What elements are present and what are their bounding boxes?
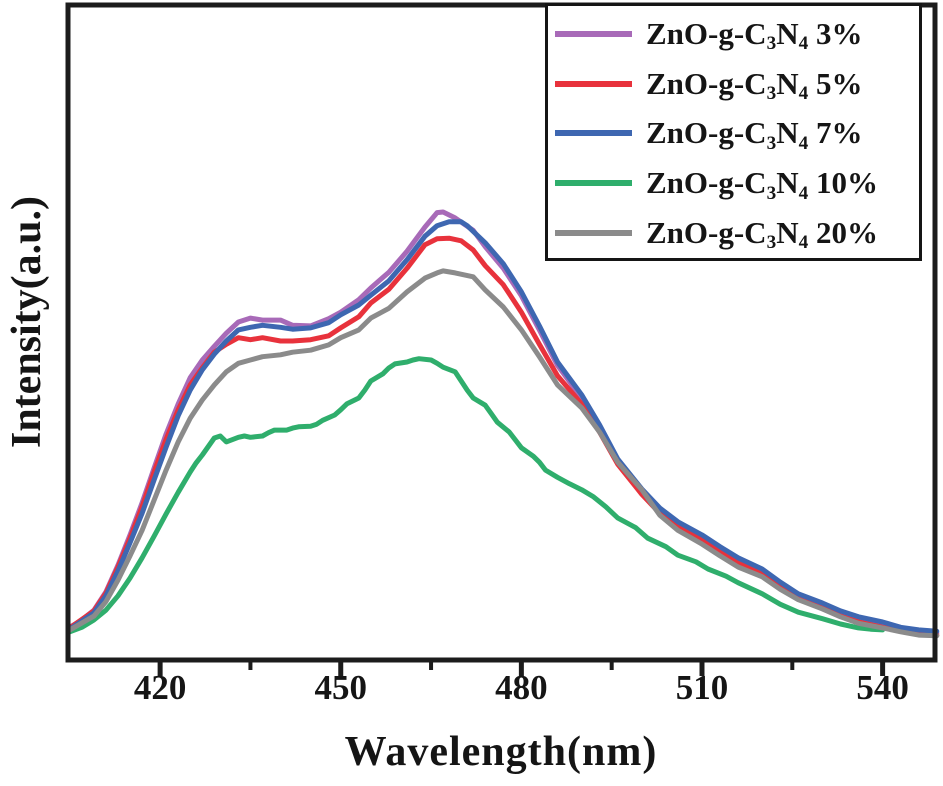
x-tick-label: 450 [314,668,367,707]
legend-line-swatch [555,180,632,187]
legend-item: ZnO-g-C3N4 20% [548,209,919,258]
legend-label-part: N [776,215,799,251]
legend-label-part: N [776,115,799,151]
legend-line-swatch [555,230,632,237]
legend-label-part: ZnO-g-C [646,115,767,151]
legend-item: ZnO-g-C3N4 5% [548,59,919,108]
legend-label-part: N [776,15,799,51]
legend-label-part: 7% [808,115,863,151]
series-line-zno-g-c3n4-5- [67,235,940,638]
x-tick-label: 420 [133,668,187,707]
legend-label-part: ZnO-g-C [646,165,767,201]
legend-label-part: 20% [808,215,878,251]
legend-label-part: 3 [766,232,777,254]
legend-label-part: 5% [808,65,863,101]
series-line-zno-g-c3n4-10- [67,356,886,635]
legend-label-part: 3 [766,132,777,154]
y-axis-label: Intensity(a.u.) [4,195,50,449]
legend-item: ZnO-g-C3N4 7% [548,109,919,158]
series-line-zno-g-c3n4-20- [67,268,940,639]
x-tick-label: 480 [495,668,548,707]
legend-item-label: ZnO-g-C3N4 7% [646,115,863,154]
legend-label-part: N [776,165,799,201]
legend-label-part: ZnO-g-C [646,15,767,51]
legend-item-label: ZnO-g-C3N4 5% [646,65,863,105]
legend-item: ZnO-g-C3N4 10% [548,159,919,208]
legend-label-part: 3% [808,15,863,51]
legend-item-label: ZnO-g-C3N4 10% [646,165,878,204]
legend-label-part: 3 [766,83,777,105]
legend-label-part: 3 [766,182,777,204]
series-line-zno-g-c3n4-3- [67,209,940,636]
legend-label-part: 4 [798,132,809,154]
plot-frame [65,2,938,663]
legend-label-part: 3 [766,33,777,55]
legend-label-part: ZnO-g-C [646,65,767,101]
x-tick-label: 510 [675,668,729,707]
legend-label-part: 4 [798,232,809,254]
x-tick-label: 540 [856,668,909,707]
legend-label-part: 4 [798,83,809,105]
legend-line-swatch [555,80,632,87]
legend-line-swatch [555,130,632,137]
legend-label-part: 4 [798,33,809,55]
legend-label-part: N [776,65,799,101]
series-line-zno-g-c3n4-7- [67,219,940,634]
legend-item: ZnO-g-C3N4 3% [548,9,919,58]
legend-label-part: 4 [798,182,809,204]
legend-item-label: ZnO-g-C3N4 20% [646,215,878,254]
legend-line-swatch [555,30,632,37]
legend-label-part: ZnO-g-C [646,215,767,251]
x-axis-label: Wavelength(nm) [344,729,658,775]
legend-box: ZnO-g-C3N4 3% ZnO-g-C3N4 5% ZnO-g-C3N4 7% Z… [545,3,922,261]
legend-item-label: ZnO-g-C3N4 3% [646,15,863,55]
legend-label-part: 10% [808,165,878,201]
